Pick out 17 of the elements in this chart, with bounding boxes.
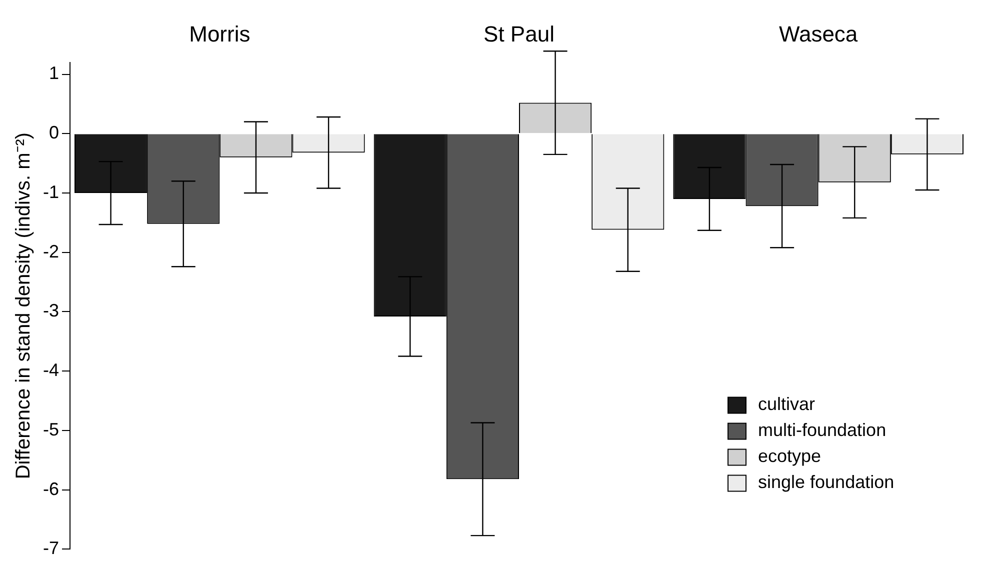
y-tick-label: -2 [42, 241, 60, 262]
legend-label: single foundation [758, 472, 894, 492]
legend-label: multi-foundation [758, 420, 886, 440]
y-tick-label: -7 [42, 538, 60, 558]
y-tick-label: -3 [42, 300, 60, 321]
legend-label: ecotype [758, 446, 822, 466]
y-tick-label: -6 [42, 478, 60, 499]
x-tick-label: St Paul [484, 21, 554, 46]
y-tick-label: -4 [42, 360, 60, 380]
y-axis-title: Difference in stand density (indivs. m⁻²) [12, 132, 35, 480]
y-tick-label: -5 [42, 419, 60, 440]
y-tick-label: -1 [42, 182, 60, 202]
x-tick-label: Morris [189, 21, 250, 46]
y-tick-label: 0 [48, 122, 60, 143]
x-tick-label: Waseca [779, 21, 858, 46]
legend-label: cultivar [758, 394, 816, 414]
y-tick-label: 1 [48, 63, 60, 84]
